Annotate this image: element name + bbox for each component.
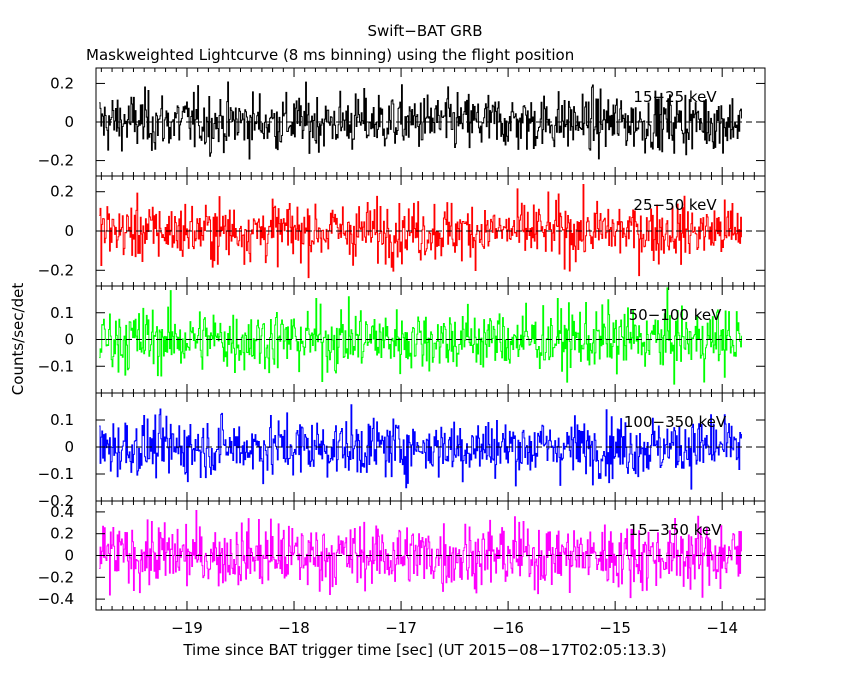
- y-tick-label: −0.1: [38, 465, 74, 483]
- y-tick-label: −0.2: [38, 152, 74, 170]
- series-line-1: [99, 184, 742, 279]
- panels-group: −0.2 0 0.2 15−25 keV −0.2 0 0.2 25−50 keV −0.1 0 0…: [38, 67, 766, 637]
- panel-label-2: 50−100 keV: [629, 306, 722, 324]
- chart-subtitle: Maskweighted Lightcurve (8 ms binning) u…: [86, 46, 574, 64]
- y-tick-label: 0: [64, 331, 74, 349]
- y-tick-label: −0.2: [38, 261, 74, 279]
- x-tick-label: −15: [599, 619, 631, 637]
- series-line-2: [99, 287, 742, 385]
- y-tick-label: 0.4: [50, 503, 74, 521]
- panel-label-4: 15−350 keV: [629, 521, 722, 539]
- y-tick-label: 0.2: [50, 74, 74, 92]
- y-tick-label: −0.1: [38, 357, 74, 375]
- y-tick-label: 0: [64, 547, 74, 565]
- y-tick-label: 0: [64, 113, 74, 131]
- y-tick-label: −0.2: [38, 492, 74, 510]
- x-tick-label: −19: [171, 619, 203, 637]
- y-tick-label: 0.2: [50, 525, 74, 543]
- series-line-3: [99, 404, 742, 490]
- x-tick-label: −17: [385, 619, 417, 637]
- y-tick-label: 0: [64, 438, 74, 456]
- y-tick-label: 0.1: [50, 411, 74, 429]
- y-tick-label: 0.2: [50, 183, 74, 201]
- panel-label-0: 15−25 keV: [633, 88, 717, 106]
- panel-label-3: 100−350 keV: [624, 413, 727, 431]
- y-tick-label: −0.2: [38, 568, 74, 586]
- series-line-4: [99, 509, 742, 599]
- x-tick-label: −14: [706, 619, 738, 637]
- panel-label-1: 25−50 keV: [633, 196, 717, 214]
- y-tick-label: 0: [64, 222, 74, 240]
- y-axis-label: Counts/sec/det: [9, 283, 27, 396]
- x-tick-label: −16: [492, 619, 524, 637]
- y-tick-label: −0.4: [38, 590, 74, 608]
- x-axis-label: Time since BAT trigger time [sec] (UT 20…: [182, 641, 666, 659]
- series-line-0: [99, 81, 742, 160]
- chart-title: Swift−BAT GRB: [367, 22, 482, 40]
- y-tick-label: 0.1: [50, 304, 74, 322]
- x-tick-label: −18: [278, 619, 310, 637]
